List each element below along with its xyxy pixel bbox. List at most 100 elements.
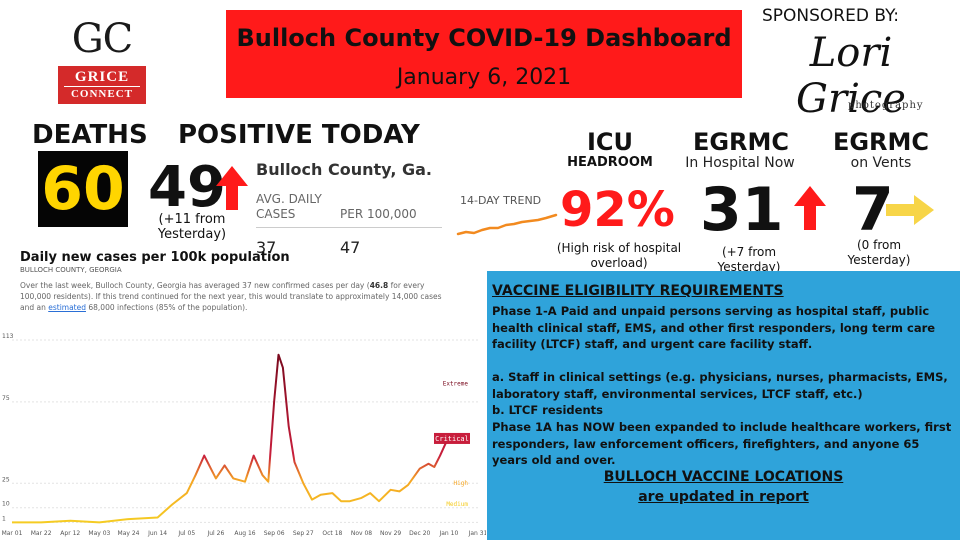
hospital-change-line2: Yesterday): [717, 260, 781, 274]
y-tick-label: 113: [2, 333, 14, 340]
y-tick-label: 25: [2, 476, 10, 483]
vents-label: EGRMC: [832, 128, 930, 156]
y-tick-label: 10: [2, 501, 10, 508]
hospital-value: 31: [700, 175, 784, 245]
sponsor-label: SPONSORED BY:: [762, 6, 899, 26]
stats-header-avg-line1: AVG. DAILY: [256, 192, 322, 206]
cases-line: [12, 353, 447, 524]
sponsor-name: Lori Grice: [796, 30, 906, 122]
deaths-label: DEATHS: [32, 120, 148, 150]
deaths-box: 60: [38, 151, 128, 227]
x-tick-label: Nov 29: [380, 530, 401, 537]
critical-badge: [434, 432, 470, 444]
chart-gridlines: [12, 339, 478, 523]
vaccine-locations-note: BULLOCH VACCINE LOCATIONS are updated in …: [603, 469, 844, 505]
hospital-label: EGRMC: [692, 128, 790, 156]
x-tick-label: May 03: [88, 530, 110, 537]
positive-today-value: 49: [148, 155, 226, 220]
stats-per100k-value: 47: [340, 238, 361, 257]
dashboard-title: Bulloch County COVID-19 Dashboard: [236, 24, 732, 52]
logo-line2: CONNECT: [64, 86, 140, 101]
stats-header-per100k: PER 100,000: [340, 207, 417, 221]
chart-y-ticks: 1 10 25 75 113: [2, 333, 14, 522]
stats-avg-value: 37: [256, 238, 277, 257]
county-stats: Bulloch County, Ga. AVG. DAILY CASES PER…: [256, 160, 446, 257]
trend-label: 14-DAY TREND: [460, 194, 542, 207]
trend-sparkline: [456, 213, 558, 236]
icu-value: 92%: [560, 182, 675, 238]
hospital-change: (+7 from Yesterday): [706, 245, 792, 275]
positive-change-line1: (+11 from: [158, 212, 226, 227]
vaccine-item-a: a. Staff in clinical settings (e.g. phys…: [492, 370, 948, 401]
right-arrow-icon: [886, 195, 934, 225]
sponsor-tagline: photography: [848, 100, 924, 111]
x-tick-label: Jan 31: [468, 530, 486, 537]
cases-chart: 1 10 25 75 113 Mar 01 Mar 22 Apr 12 May 03 May 2…: [2, 333, 486, 537]
icu-note: (High risk of hospital overload): [556, 241, 682, 271]
vents-sublabel: on Vents: [850, 155, 912, 171]
x-tick-label: Dec 20: [409, 530, 430, 537]
logo-line1: GRICE: [74, 69, 130, 85]
hospital-sublabel: In Hospital Now: [685, 155, 795, 171]
risk-label-extreme: Extreme: [443, 381, 469, 388]
deaths-value: 60: [41, 154, 125, 224]
chart-series: [12, 353, 447, 524]
positive-today-label: POSITIVE TODAY: [178, 120, 420, 150]
stats-header-avg: AVG. DAILY CASES: [256, 192, 322, 222]
vaccine-item-b: b. LTCF residents: [492, 403, 603, 417]
vaccine-panel: VACCINE ELIGIBILITY REQUIREMENTS Phase 1…: [487, 271, 960, 540]
x-tick-label: Nov 08: [351, 530, 372, 537]
logo-initials: GC: [71, 16, 134, 62]
x-tick-label: Jan 10: [438, 530, 458, 537]
risk-label-high: High: [454, 480, 469, 487]
x-tick-label: Mar 01: [2, 530, 23, 537]
chart-desc-part2: for every 100,000 residents). If this tr…: [20, 281, 442, 312]
x-tick-label: Sep 27: [293, 530, 314, 537]
stats-location: Bulloch County, Ga.: [256, 160, 432, 179]
vents-change-line2: Yesterday): [847, 253, 911, 267]
vaccine-phase-1a: Phase 1-A Paid and unpaid persons servin…: [492, 304, 936, 351]
x-tick-label: Jul 26: [206, 530, 224, 537]
x-tick-label: Mar 22: [31, 530, 52, 537]
up-arrow-icon: [216, 166, 248, 210]
vents-change: (0 from Yesterday): [836, 238, 922, 268]
x-tick-label: Sep 06: [264, 530, 285, 537]
risk-label-critical: Critical: [435, 435, 469, 443]
y-tick-label: 1: [2, 515, 6, 522]
dashboard-header: Bulloch County COVID-19 Dashboard Januar…: [226, 10, 742, 98]
x-tick-label: Jul 05: [177, 530, 195, 537]
positive-change-line2: Yesterday): [157, 227, 227, 242]
chart-desc-part3: 68,000 infections (85% of the population…: [86, 303, 248, 312]
estimated-link[interactable]: estimated: [48, 303, 86, 312]
chart-desc-part1: Over the last week, Bulloch County, Geor…: [20, 281, 370, 290]
logo-band: GRICE CONNECT: [58, 66, 146, 104]
icu-label: ICU: [586, 128, 634, 156]
chart-subtitle: BULLOCH COUNTY, GEORGIA: [20, 266, 122, 274]
chart-x-ticks: Mar 01 Mar 22 Apr 12 May 03 May 24 Jun 14 Jul …: [2, 530, 486, 537]
grice-connect-logo: GC GRICE CONNECT: [58, 18, 146, 104]
stats-divider: [256, 227, 442, 228]
vaccine-heading: VACCINE ELIGIBILITY REQUIREMENTS: [492, 283, 784, 299]
stats-header-avg-line2: CASES: [256, 207, 296, 221]
chart-desc-bold: 46.8: [369, 281, 389, 290]
x-tick-label: Oct 18: [322, 530, 342, 537]
x-tick-label: Aug 16: [234, 530, 255, 537]
x-tick-label: May 24: [118, 530, 140, 537]
y-tick-label: 75: [2, 395, 10, 402]
risk-label-medium: Medium: [446, 501, 468, 508]
chart-description: Over the last week, Bulloch County, Geor…: [20, 280, 450, 313]
positive-today-change: (+11 from Yesterday): [148, 212, 236, 242]
dashboard-date: January 6, 2021: [396, 65, 572, 90]
hospital-change-line1: (+7 from: [721, 245, 777, 259]
icu-sublabel: HEADROOM: [567, 155, 653, 170]
vaccine-phase-expanded: Phase 1A has NOW been expanded to includ…: [492, 420, 952, 467]
sponsor-logo: Lori Grice photography: [756, 30, 946, 122]
vents-change-line1: (0 from: [856, 238, 902, 252]
icu-note-line1: (High risk of hospital: [556, 241, 682, 255]
up-arrow-icon: [794, 186, 826, 230]
x-tick-label: Apr 12: [60, 530, 80, 537]
chart-risk-labels: Extreme Critical High Medium: [434, 381, 470, 508]
icu-note-line2: overload): [590, 256, 648, 270]
chart-title: Daily new cases per 100k population: [20, 250, 290, 265]
x-tick-label: Jun 14: [147, 530, 167, 537]
